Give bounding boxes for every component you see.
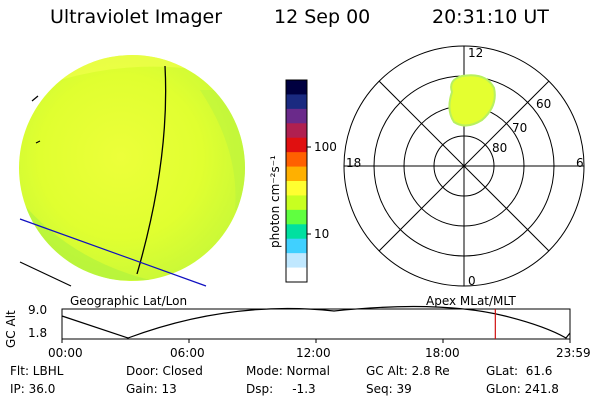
colorbar-swatch <box>286 253 307 269</box>
mlt-label-0: 0 <box>468 274 476 288</box>
altitude-ytick-low: 1.8 <box>28 326 48 340</box>
colorbar-swatch <box>286 267 307 283</box>
colorbar-tick-10: 10 <box>314 227 330 241</box>
colorbar-swatch <box>286 209 307 225</box>
gain-info: Gain: 13 <box>126 382 177 396</box>
time-tick-1200: 12:00 <box>296 346 331 360</box>
mlt-label-6: 6 <box>576 156 584 170</box>
colorbar-swatch <box>286 166 307 182</box>
earth-disk-image <box>19 55 245 287</box>
glon-info: GLon: 241.8 <box>486 382 559 396</box>
filter-info: Flt: LBHL <box>10 364 64 378</box>
meridian-line <box>136 65 167 275</box>
time-label: 20:31:10 UT <box>432 6 549 28</box>
time-tick-0000: 00:00 <box>48 346 83 360</box>
mlt-label-18: 18 <box>346 156 362 170</box>
colorbar-swatch <box>286 108 307 124</box>
instrument-title: Ultraviolet Imager <box>50 6 223 28</box>
colorbar-swatch <box>286 195 307 211</box>
colorbar-swatch <box>286 123 307 139</box>
time-tick-0600: 06:00 <box>170 346 205 360</box>
terminator-line <box>19 218 207 287</box>
date-label: 12 Sep 00 <box>274 6 371 28</box>
colorbar-swatch <box>286 181 307 196</box>
colorbar-swatch <box>286 238 307 254</box>
glat-info: GLat: 61.6 <box>486 364 553 378</box>
colorbar <box>285 79 311 283</box>
gc-alt-info: GC Alt: 2.8 Re <box>366 364 450 378</box>
altitude-ytick-high: 9.0 <box>28 303 48 317</box>
colorbar-swatch <box>286 137 307 153</box>
mlat-label-60: 60 <box>536 97 552 111</box>
mode-info: Mode: Normal <box>246 364 330 378</box>
altitude-curve <box>61 305 571 339</box>
colorbar-tick-100: 100 <box>314 140 337 154</box>
altitude-ylabel: GC Alt <box>4 310 18 348</box>
polar-plot <box>343 45 585 287</box>
seq-info: Seq: 39 <box>366 382 412 396</box>
colorbar-swatch <box>286 152 307 168</box>
dsp-info: Dsp: -1.3 <box>246 382 316 396</box>
mlat-label-80: 80 <box>492 141 508 155</box>
colorbar-unit-label: photon cm⁻²s⁻¹ <box>268 155 282 248</box>
apex-caption: Apex MLat/MLT <box>426 294 516 308</box>
colorbar-swatch <box>286 80 307 95</box>
time-tick-1800: 18:00 <box>425 346 460 360</box>
coast-line <box>19 261 72 287</box>
geographic-caption: Geographic Lat/Lon <box>70 294 188 308</box>
mlt-label-12: 12 <box>468 46 484 60</box>
aurora-emission <box>448 74 496 127</box>
door-info: Door: Closed <box>126 364 203 378</box>
colorbar-swatch <box>286 224 307 240</box>
time-tick-2359: 23:59 <box>556 346 591 360</box>
ip-info: IP: 36.0 <box>10 382 56 396</box>
altitude-plot <box>61 305 571 343</box>
colorbar-swatch <box>286 94 307 110</box>
mlat-label-70: 70 <box>512 121 528 135</box>
